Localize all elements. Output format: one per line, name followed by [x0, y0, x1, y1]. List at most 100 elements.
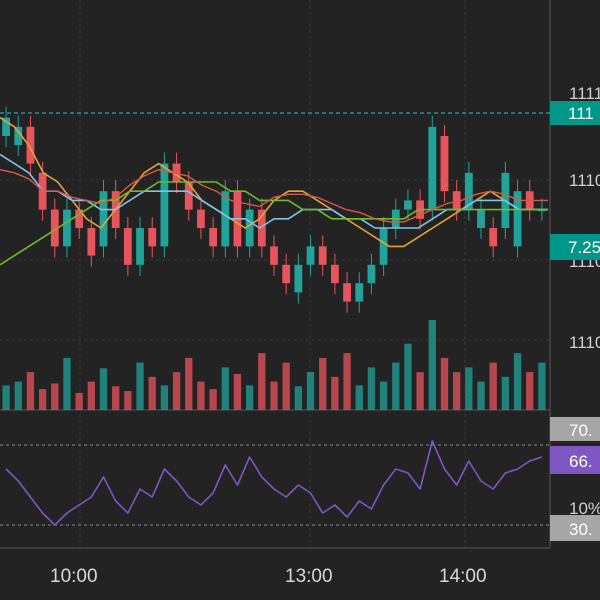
volume-bar [416, 372, 424, 410]
candle-body [172, 163, 181, 182]
x-tick-label: 14:00 [439, 566, 487, 587]
rsi-30-label: 30. [569, 520, 593, 539]
candle-body [330, 264, 339, 284]
candle-body [63, 209, 71, 247]
volume-bar [453, 372, 461, 410]
moving-averages [0, 116, 548, 266]
volume-bar [379, 381, 388, 410]
volume-bar [440, 357, 449, 410]
candle-body [75, 209, 84, 228]
y-tick-label: 1110 [569, 171, 600, 190]
candle-body [477, 209, 485, 228]
volume-bar [245, 385, 254, 410]
candle-body [2, 117, 10, 136]
volume-bar [148, 376, 156, 410]
rsi-value-tag: 66. [550, 446, 600, 474]
rsi-line [5, 440, 543, 526]
volume-bar [233, 374, 242, 410]
volume-bar [355, 385, 363, 410]
candle-body [318, 246, 327, 265]
y-tick-label: 1110 [569, 333, 600, 352]
volume-bar [477, 381, 485, 410]
volume-bar [513, 353, 522, 410]
x-axis-labels: 10:00 13:00 14:00 [50, 566, 487, 587]
countdown-label: 7.25 [568, 238, 600, 257]
volume-bar [124, 391, 132, 410]
candle-body [440, 136, 449, 192]
volume-bar [51, 383, 59, 410]
countdown-tag: 7.25 [550, 234, 600, 260]
candle-body [282, 264, 291, 284]
candle-body [294, 264, 303, 293]
last-price-label: 111 [568, 104, 594, 123]
volume-bar [99, 368, 108, 410]
candle-body [379, 228, 388, 265]
volume-bar [392, 362, 400, 410]
volume-bar [112, 386, 120, 410]
candle-body [343, 283, 351, 302]
x-tick-label: 10:00 [50, 566, 98, 587]
volume-bar [306, 372, 315, 410]
ma-line-green [0, 181, 548, 266]
volume-bar [404, 343, 412, 410]
candle-body [367, 264, 376, 284]
volume-bar [489, 362, 497, 410]
candle-body [123, 228, 132, 265]
candle-body [136, 228, 144, 265]
volume-bar [331, 376, 339, 410]
volume-bar [221, 367, 229, 410]
candle-body [148, 228, 157, 247]
volume-bar [343, 353, 351, 410]
volume-bars [2, 320, 546, 410]
candle-body [452, 191, 461, 210]
candle-body [184, 182, 193, 210]
volume-bar [526, 372, 534, 410]
candle-body [26, 126, 35, 164]
candle-body [306, 246, 315, 265]
candle-body [257, 209, 266, 247]
candle-body [270, 246, 278, 265]
volume-bar [465, 367, 473, 410]
candle-body [50, 209, 59, 247]
volume-bar [197, 381, 205, 410]
volume-bar [282, 362, 290, 410]
candle-body [464, 172, 473, 210]
volume-bar [38, 389, 47, 410]
rsi-70-label: 70. [569, 421, 593, 440]
y-tick-label: 1111 [569, 84, 600, 103]
volume-bar [26, 372, 35, 410]
candle-body [209, 228, 218, 247]
volume-bar [294, 386, 303, 410]
ma-line-red [0, 168, 548, 223]
last-price-tag: 111 [550, 101, 600, 125]
candle-body [160, 163, 169, 247]
volume-bar [172, 372, 181, 410]
candle-body [428, 126, 437, 210]
volume-bar [501, 376, 510, 410]
volume-bar [87, 381, 95, 410]
x-tick-label: 13:00 [285, 566, 333, 587]
volume-bar [538, 362, 546, 410]
candle-body [14, 126, 23, 146]
candle-body [87, 228, 96, 256]
rsi-value-label: 66. [569, 452, 593, 471]
rsi-70-tag: 70. [550, 417, 600, 441]
candle-body [197, 209, 205, 228]
candle-body [489, 228, 498, 247]
volume-bar [14, 381, 22, 410]
volume-bar [185, 357, 193, 410]
rsi-10-label: 10% [569, 499, 600, 518]
candle-body [404, 200, 412, 210]
volume-bar [367, 367, 376, 410]
volume-bar [2, 385, 10, 410]
candle-body [99, 191, 108, 247]
candle-body [245, 209, 254, 247]
volume-bar [209, 389, 217, 410]
rsi-30-tag: 30. [550, 515, 600, 541]
rsi-panel [0, 440, 550, 526]
volume-bar [270, 381, 278, 410]
volume-bar [63, 357, 71, 410]
candle-body [221, 191, 230, 247]
